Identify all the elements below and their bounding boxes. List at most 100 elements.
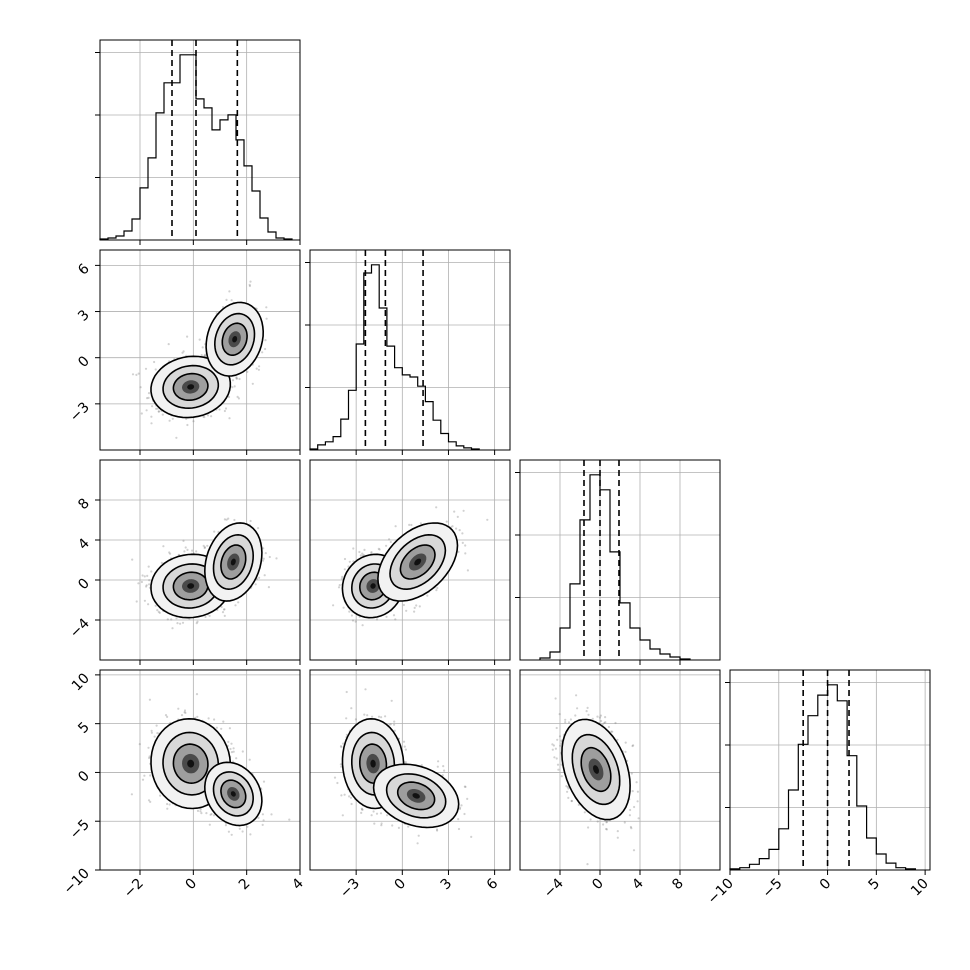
scatter-point <box>169 552 172 555</box>
scatter-point <box>201 346 204 349</box>
scatter-point <box>359 554 362 557</box>
scatter-point <box>262 780 266 783</box>
panel-0-1-frame <box>99 249 301 451</box>
scatter-point <box>464 544 467 547</box>
scatter-point <box>262 819 265 822</box>
scatter-point <box>263 574 266 577</box>
density-contour-1-4 <box>232 336 238 343</box>
scatter-point <box>140 412 143 415</box>
scatter-point <box>171 417 174 420</box>
scatter-point <box>254 583 257 586</box>
scatter-point <box>184 711 187 715</box>
scatter-point <box>370 551 373 554</box>
scatter-point <box>224 824 227 827</box>
scatter-point <box>203 416 206 419</box>
scatter-point <box>413 606 416 610</box>
scatter-point <box>155 407 158 410</box>
scatter-point <box>261 559 265 562</box>
histogram-panel-2 <box>515 459 721 665</box>
scatter-point <box>157 610 160 614</box>
scatter-point <box>166 807 169 810</box>
histogram-panel-0 <box>95 39 301 245</box>
scatter-point <box>223 409 226 413</box>
scatter-point <box>249 280 252 283</box>
scatter-point <box>137 582 140 585</box>
scatter-point <box>230 742 233 745</box>
scatter-point <box>230 299 233 302</box>
scatter-point <box>198 338 201 341</box>
scatter-point <box>154 368 157 371</box>
scatter-point <box>375 618 379 621</box>
scatter-point <box>410 523 413 527</box>
scatter-point <box>265 306 268 309</box>
scatter-point <box>147 565 150 568</box>
scatter-point <box>227 517 230 520</box>
scatter-point <box>137 372 140 375</box>
scatter-point <box>170 618 173 621</box>
scatter-point <box>207 717 210 720</box>
scatter-point <box>389 540 392 544</box>
scatter-point <box>237 601 240 604</box>
scatter-point <box>148 698 151 701</box>
histogram-3-frame <box>729 669 931 871</box>
scatter-point <box>347 565 350 568</box>
scatter-point <box>257 816 260 820</box>
scatter-point <box>249 519 252 523</box>
panel-body-1-2 <box>310 506 489 627</box>
scatter-point <box>203 354 206 357</box>
scatter-point <box>166 715 169 719</box>
scatter-point <box>143 774 146 777</box>
scatter-point <box>341 575 344 578</box>
scatter-point <box>238 827 241 830</box>
scatter-point <box>426 594 429 597</box>
scatter-point <box>231 386 234 389</box>
scatter-point <box>150 729 153 732</box>
scatter-point <box>141 778 145 781</box>
scatter-point <box>204 615 207 619</box>
scatter-point <box>486 518 489 521</box>
scatter-point <box>262 557 265 560</box>
density-contour-0-4 <box>187 583 195 589</box>
scatter-point <box>223 614 226 618</box>
histogram-panel-1 <box>305 249 511 455</box>
panel-body-0-1 <box>131 280 268 439</box>
scatter-point <box>332 604 335 607</box>
scatter-point <box>246 370 249 373</box>
scatter-point <box>196 620 199 623</box>
scatter-point <box>203 546 206 549</box>
scatter-point <box>156 609 159 612</box>
scatter-point <box>156 407 159 410</box>
scatter-point <box>171 627 174 630</box>
scatter-point <box>385 615 388 618</box>
scatter-point <box>168 803 171 806</box>
scatter-point <box>348 560 351 563</box>
scatter-point <box>148 755 151 758</box>
scatter-point <box>221 305 225 309</box>
scatter-point <box>131 558 134 561</box>
scatter-point <box>265 317 268 320</box>
scatter-point <box>461 532 464 535</box>
scatter-panel-0-3 <box>95 669 301 875</box>
scatter-point <box>213 718 216 721</box>
scatter-point <box>200 354 203 357</box>
scatter-point <box>221 611 225 614</box>
scatter-point <box>413 610 416 613</box>
scatter-point <box>408 523 411 527</box>
scatter-point <box>340 577 343 580</box>
scatter-point <box>234 604 237 607</box>
scatter-point <box>228 417 231 420</box>
scatter-point <box>155 724 158 727</box>
scatter-point <box>145 585 148 588</box>
scatter-point <box>261 823 264 827</box>
scatter-point <box>157 410 160 413</box>
scatter-point <box>157 410 161 413</box>
scatter-point <box>466 569 469 572</box>
scatter-point <box>183 709 187 712</box>
scatter-point <box>351 619 355 622</box>
scatter-point <box>230 751 233 754</box>
scatter-point <box>257 527 260 530</box>
scatter-point <box>456 515 459 519</box>
scatter-point <box>181 621 185 624</box>
scatter-point <box>138 743 141 746</box>
